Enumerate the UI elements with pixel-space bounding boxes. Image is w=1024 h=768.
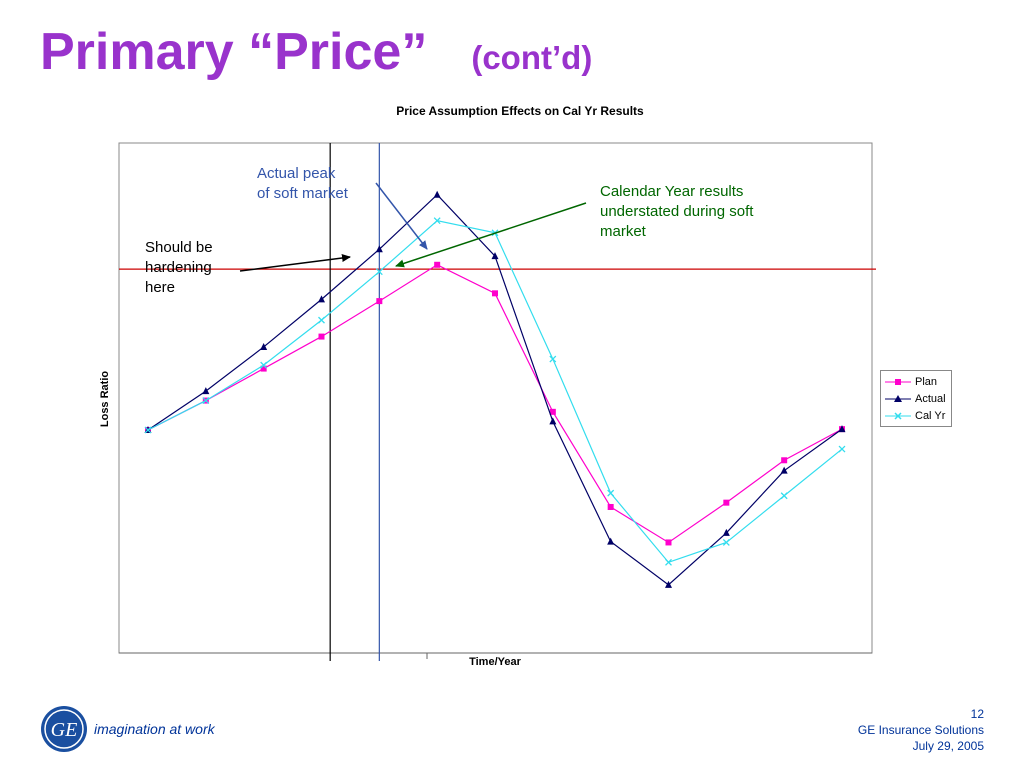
y-axis-label: Loss Ratio bbox=[99, 370, 111, 428]
annotation-calendar-year: Calendar Year results understated during… bbox=[600, 183, 754, 240]
data-point-cal-yr-4 bbox=[318, 316, 325, 324]
data-point-cal-yr-2 bbox=[202, 397, 210, 405]
slide-date: July 29, 2005 bbox=[912, 739, 984, 753]
legend-label-plan: Plan bbox=[915, 375, 938, 388]
data-point-cal-yr-5 bbox=[375, 268, 383, 276]
slide-title: Primary “Price” (cont’d) bbox=[40, 22, 592, 82]
data-point-plan-11 bbox=[723, 499, 730, 506]
legend-swatch-plan bbox=[885, 378, 911, 385]
logo-text: GE bbox=[51, 719, 78, 741]
data-point-actual-2 bbox=[202, 387, 210, 395]
data-point-cal-yr-3 bbox=[260, 361, 268, 369]
data-point-cal-yr-10 bbox=[665, 558, 672, 566]
title-subtitle: (cont’d) bbox=[471, 39, 593, 76]
ge-logo-icon: GE bbox=[41, 706, 87, 752]
annotation-actual-peak: Actual peak of soft market bbox=[257, 165, 348, 202]
x-axis-label: Time/Year bbox=[469, 656, 521, 668]
series-line-plan bbox=[147, 264, 843, 544]
data-point-cal-yr-8 bbox=[549, 355, 557, 363]
legend-swatch-actual bbox=[885, 394, 911, 402]
data-point-actual-6 bbox=[433, 190, 441, 198]
legend-label-actual: Actual bbox=[915, 392, 946, 405]
legend-label-calyr: Cal Yr bbox=[915, 409, 946, 422]
arrow-actual-peak bbox=[375, 182, 428, 250]
data-point-actual-4 bbox=[318, 295, 325, 303]
arrow-calendar-year bbox=[395, 202, 587, 268]
data-point-cal-yr-11 bbox=[722, 538, 730, 546]
annotation-hardening: Should be hardening here bbox=[145, 239, 213, 296]
data-point-cal-yr-6 bbox=[433, 217, 441, 225]
data-point-cal-yr-9 bbox=[607, 489, 615, 497]
legend-item-plan: Plan bbox=[881, 373, 951, 390]
legend-item-actual: Actual bbox=[881, 390, 951, 407]
data-point-cal-yr-13 bbox=[838, 445, 846, 453]
data-point-plan-6 bbox=[434, 261, 441, 268]
data-point-cal-yr-1 bbox=[144, 426, 152, 434]
data-point-plan-3 bbox=[260, 365, 267, 372]
data-point-actual-10 bbox=[665, 580, 672, 588]
data-point-actual-5 bbox=[375, 245, 383, 253]
title-main: Primary “Price” bbox=[40, 23, 428, 81]
data-point-actual-8 bbox=[549, 417, 557, 425]
data-point-actual-7 bbox=[491, 252, 499, 260]
tagline: imagination at work bbox=[94, 721, 215, 737]
data-point-plan-5 bbox=[376, 298, 383, 305]
chart-title: Price Assumption Effects on Cal Yr Resul… bbox=[396, 104, 644, 118]
data-point-plan-12 bbox=[781, 457, 788, 464]
data-point-cal-yr-12 bbox=[780, 492, 788, 500]
data-point-plan-8 bbox=[549, 408, 556, 415]
page-number: 12 bbox=[970, 707, 984, 721]
data-point-plan-7 bbox=[492, 290, 498, 297]
series-line-cal-yr bbox=[147, 220, 843, 564]
slide-footer: 12 GE Insurance Solutions July 29, 2005 bbox=[858, 706, 984, 754]
data-point-actual-12 bbox=[780, 466, 788, 474]
data-point-actual-11 bbox=[722, 528, 730, 536]
data-point-actual-3 bbox=[260, 342, 268, 350]
arrow-hardening bbox=[239, 254, 351, 272]
data-point-plan-9 bbox=[607, 503, 614, 510]
data-point-actual-9 bbox=[607, 537, 615, 545]
data-point-plan-4 bbox=[318, 333, 325, 340]
legend-item-calyr: Cal Yr bbox=[881, 407, 951, 424]
data-point-plan-10 bbox=[665, 539, 672, 546]
chart-legend: Plan Actual Cal Yr bbox=[880, 370, 952, 427]
company-name: GE Insurance Solutions bbox=[857, 723, 984, 737]
legend-swatch-calyr bbox=[885, 411, 911, 420]
data-point-actual-13 bbox=[838, 425, 846, 433]
